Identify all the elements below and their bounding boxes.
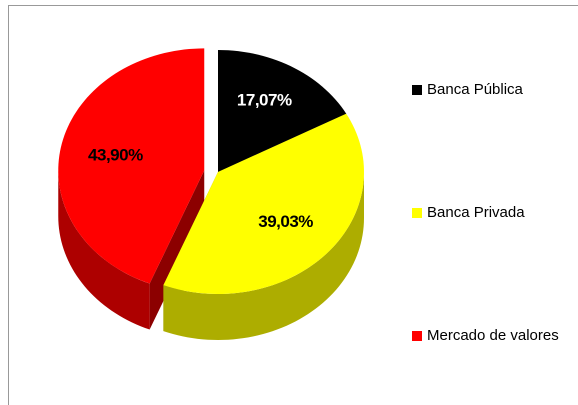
chart-frame — [8, 5, 578, 405]
slice — [58, 48, 205, 284]
slice-wall — [163, 172, 364, 340]
legend-label: Banca Pública — [427, 81, 524, 98]
legend-label: Banca Privada — [427, 204, 525, 221]
legend-label: Mercado de valores — [427, 327, 559, 344]
slice — [218, 50, 347, 172]
slice — [163, 113, 364, 294]
slice-side — [149, 170, 205, 330]
data-label: 17,07% — [237, 90, 292, 109]
legend-swatch — [412, 208, 422, 218]
data-label: 43,90% — [88, 145, 143, 164]
slice-wall — [58, 170, 150, 330]
legend-swatch — [412, 85, 422, 95]
data-label: 39,03% — [258, 212, 313, 231]
legend-swatch — [412, 331, 422, 341]
